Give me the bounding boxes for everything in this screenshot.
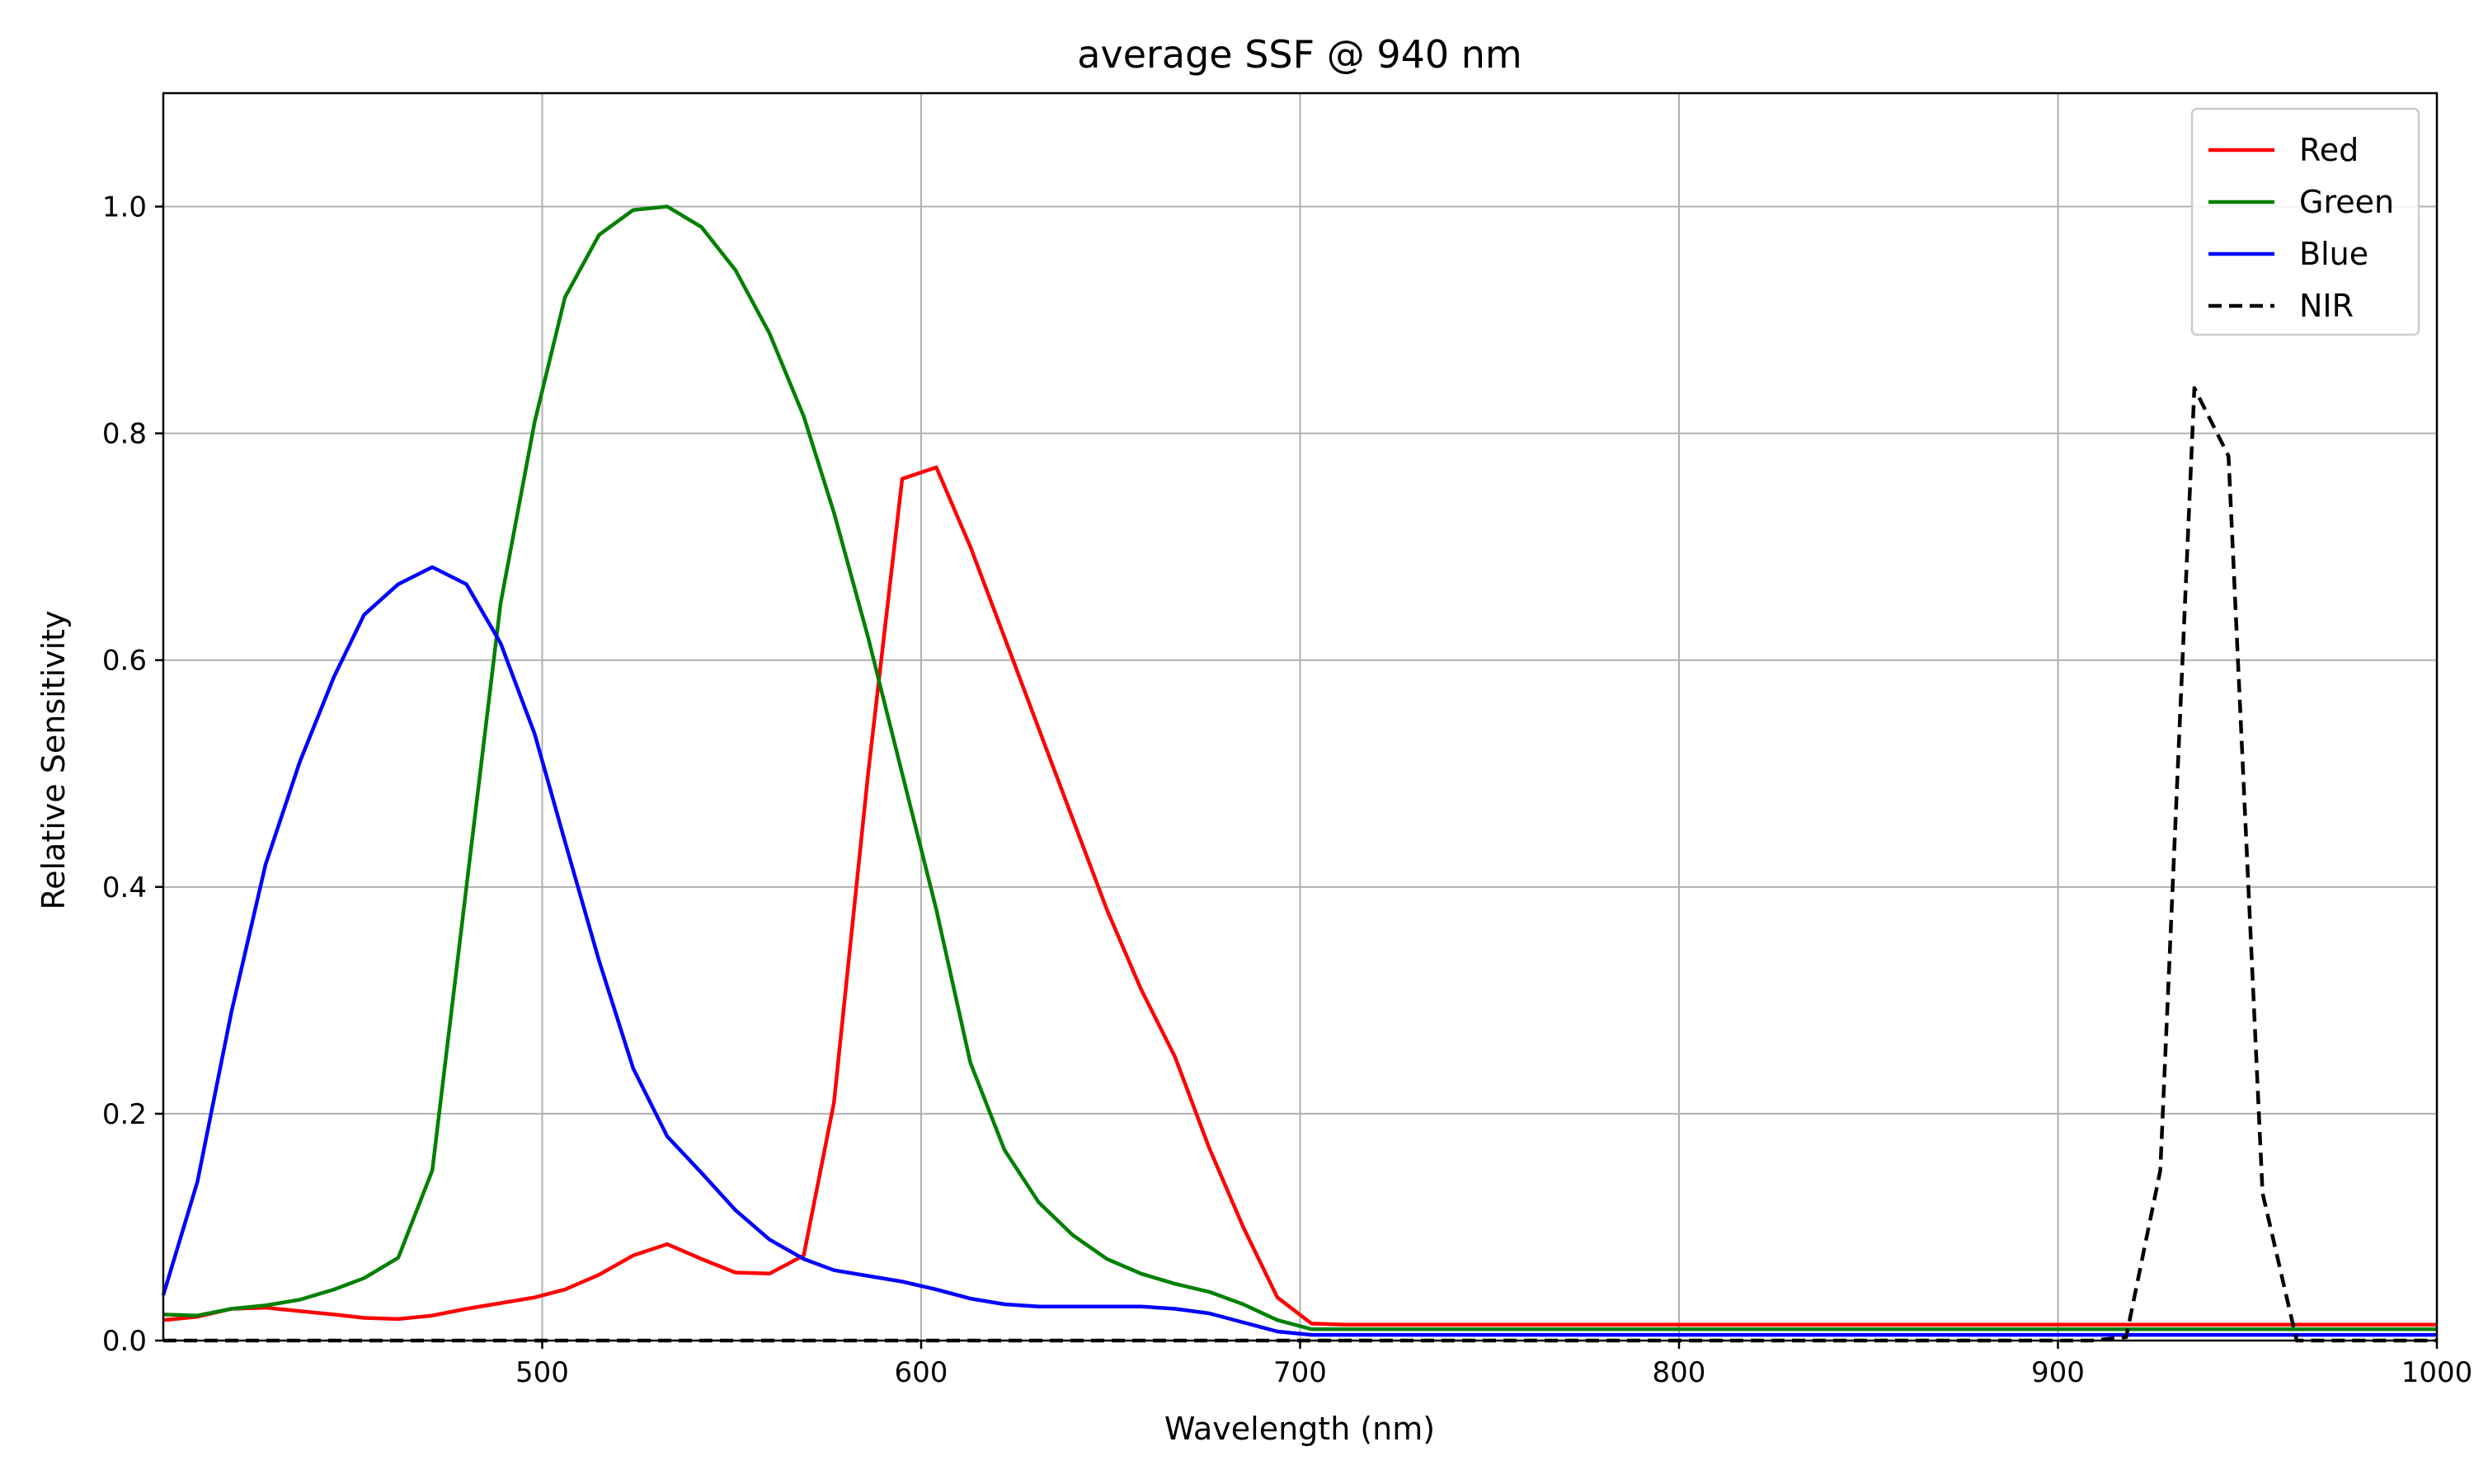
x-axis-label: Wavelength (nm) bbox=[1164, 1411, 1435, 1447]
y-tick-label: 0.4 bbox=[102, 871, 147, 904]
legend-label-red: Red bbox=[2299, 132, 2359, 168]
y-axis-label: Relative Sensitivity bbox=[35, 610, 72, 909]
x-tick-label: 600 bbox=[895, 1356, 948, 1389]
y-tick-label: 1.0 bbox=[102, 191, 147, 224]
series-line-blue bbox=[161, 565, 2437, 1337]
x-tick-label: 800 bbox=[1653, 1356, 1706, 1389]
series-line-red bbox=[162, 465, 2437, 1327]
series-line-green bbox=[162, 204, 2437, 1331]
x-tick-label: 700 bbox=[1273, 1356, 1327, 1389]
y-tick-label: 0.6 bbox=[102, 645, 147, 678]
y-tick-label: 0.8 bbox=[102, 418, 147, 451]
legend-label-blue: Blue bbox=[2299, 236, 2368, 272]
y-axis-ticks: 0.0 0.2 0.4 0.6 0.8 1.0 bbox=[102, 191, 163, 1358]
y-tick-label: 0.2 bbox=[102, 1098, 147, 1131]
legend-box bbox=[2190, 107, 2420, 336]
legend-label-green: Green bbox=[2299, 184, 2394, 220]
y-tick-label: 0.0 bbox=[102, 1325, 147, 1358]
legend-label-nir: NIR bbox=[2299, 288, 2354, 324]
legend: Red Green Blue NIR bbox=[2190, 107, 2420, 336]
x-axis-ticks: 500 600 700 800 900 1000 bbox=[515, 1341, 2472, 1389]
chart-title: average SSF @ 940 nm bbox=[1077, 32, 1522, 77]
x-tick-label: 900 bbox=[2031, 1356, 2085, 1389]
x-tick-label: 1000 bbox=[2401, 1356, 2473, 1389]
x-tick-label: 500 bbox=[515, 1356, 569, 1389]
